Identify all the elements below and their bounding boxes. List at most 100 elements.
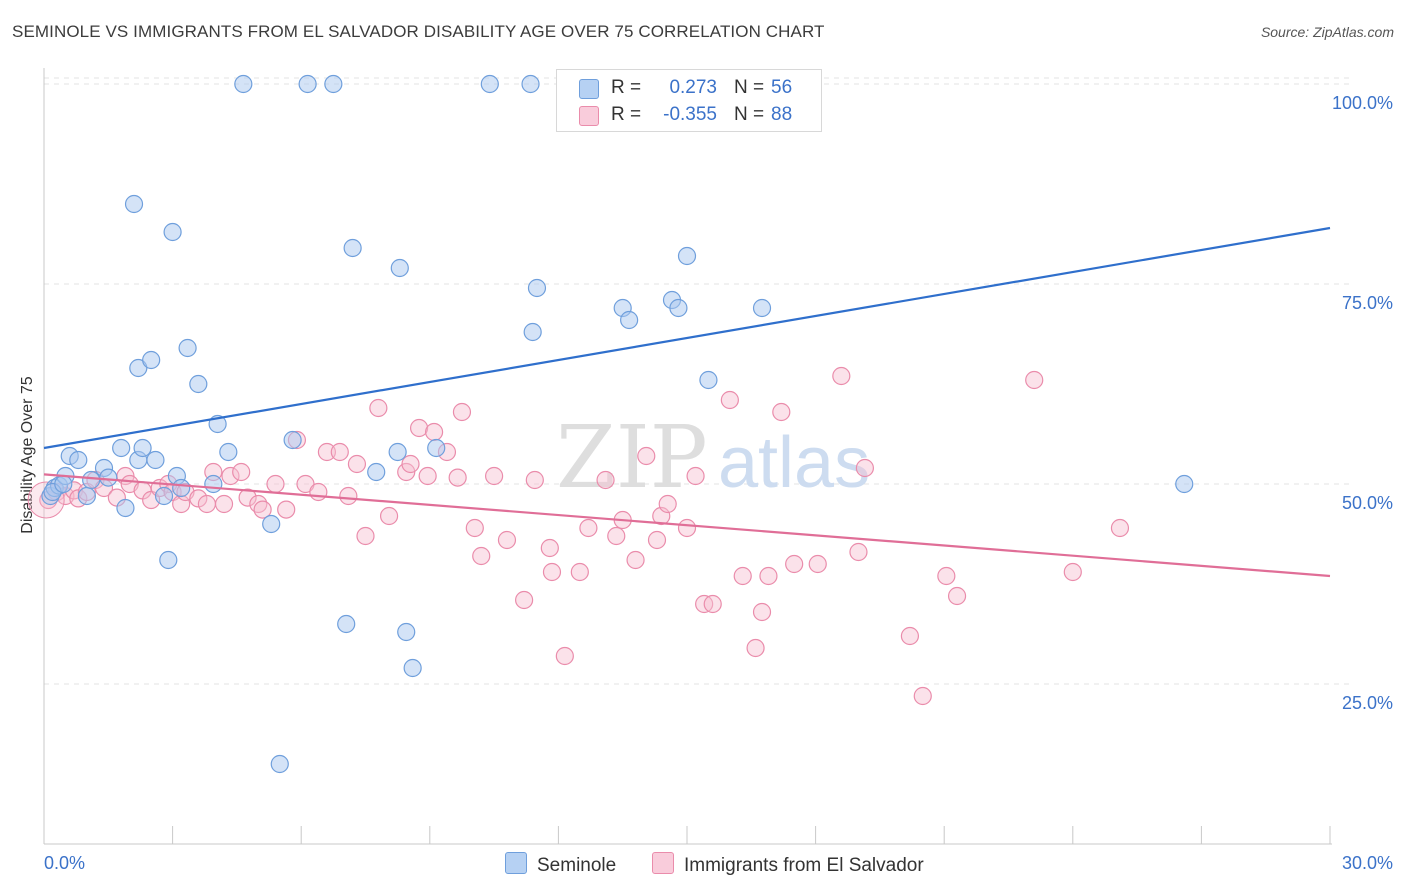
el-salvador-trend-line [43,473,1331,578]
seminole-point [270,754,289,774]
el-salvador-point [401,454,420,474]
el-salvador-point [542,562,562,582]
n-label: N = [734,104,765,125]
seminole-point [189,374,208,394]
el-salvador-point [647,530,667,550]
el-salvador-point [849,542,868,562]
el-salvador-point [703,594,722,614]
legend-item-el-salvador[interactable]: Immigrants from El Salvador [652,852,924,877]
x-axis-ticks [43,826,1331,844]
r-label: R = [611,104,642,125]
legend-item-seminole[interactable]: Seminole [505,852,616,877]
n-value: 56 [771,77,793,98]
el-salvador-point [330,442,349,462]
el-salvador-point [452,402,472,422]
y-tick-label: 25.0% [1342,693,1393,713]
el-salvador-point [855,458,874,478]
el-salvador-swatch [579,106,599,126]
series-seminole-points [41,74,1194,774]
el-salvador-point [309,482,328,502]
el-salvador-point [677,518,697,538]
el-salvador-point [253,500,272,519]
seminole-point [82,470,101,490]
seminole-point [129,358,148,378]
seminole-point [146,450,165,470]
el-salvador-point [900,626,920,646]
el-salvador-point [658,494,677,514]
seminole-point [397,622,416,642]
seminole-point [154,486,174,506]
seminole-point [178,338,197,358]
el-salvador-point [555,646,574,666]
seminole-point [163,222,182,242]
el-salvador-point [214,494,234,514]
correlation-legend: R = 0.273 N = 56 R = -0.355 N = 88 [556,69,822,132]
seminole-point [204,474,223,494]
n-label: N = [734,77,765,98]
el-salvador-point [626,550,645,570]
seminole-point [159,550,178,570]
n-value: 88 [771,104,793,125]
seminole-point [390,258,409,278]
seminole-point [142,350,161,370]
seminole-point [343,238,362,258]
trend-lines [43,226,1331,578]
el-salvador-point [485,466,504,486]
seminole-point [1175,474,1194,494]
el-salvador-point [579,518,598,538]
el-salvador-point [515,590,534,610]
el-salvador-point [937,566,956,586]
el-salvador-point [733,566,752,586]
seminole-point [283,430,302,450]
el-salvador-point [637,446,656,466]
axes [43,68,1332,845]
seminole-point [523,322,542,342]
y-tick-label: 50.0% [1342,493,1393,513]
seminole-point [752,298,772,318]
seminole-point [219,442,238,462]
seminole-point [324,74,343,94]
seminole-point [403,658,422,678]
seminole-point [124,194,144,214]
el-salvador-point [221,466,240,486]
r-value: -0.355 [663,104,717,125]
seminole-point [69,450,88,470]
el-salvador-point [424,422,444,442]
el-salvador-point [296,474,315,494]
seminole-point [677,246,697,266]
seminole-point [262,514,281,534]
y-tick-label: 100.0% [1332,93,1393,113]
el-salvador-point [686,466,705,486]
el-salvador-point [347,454,367,474]
seminole-point [699,370,718,390]
legend-label-el-salvador: Immigrants from El Salvador [684,855,924,876]
seminole-point [54,474,73,494]
el-salvador-point [913,686,932,706]
seminole-point [172,478,191,498]
seminole-point [133,438,152,458]
el-salvador-point [808,554,827,574]
seminole-point [234,74,253,94]
el-salvador-point [232,462,251,482]
seminole-point [112,438,131,458]
el-salvador-point [596,470,615,490]
el-salvador-point [448,468,467,487]
el-salvador-point [465,518,484,538]
el-salvador-point [1110,518,1130,538]
el-salvador-point [472,546,491,566]
seminole-point [298,74,317,94]
el-salvador-point [570,562,589,582]
el-salvador-point [540,538,559,558]
el-salvador-point [525,470,544,490]
el-salvador-point [339,486,358,506]
el-salvador-point [238,488,257,507]
seminole-point [480,74,499,94]
watermark-atlas: atlas [718,423,870,503]
seminole-swatch [579,79,599,99]
chart-title: SEMINOLE VS IMMIGRANTS FROM EL SALVADOR … [12,22,825,41]
x-tick-labels: 0.0% 30.0% [44,853,1393,873]
y-tick-labels: 25.0% 50.0% 75.0% 100.0% [1332,93,1393,713]
r-label: R = [611,77,642,98]
el-salvador-point [369,398,388,418]
seminole-point [388,442,407,462]
